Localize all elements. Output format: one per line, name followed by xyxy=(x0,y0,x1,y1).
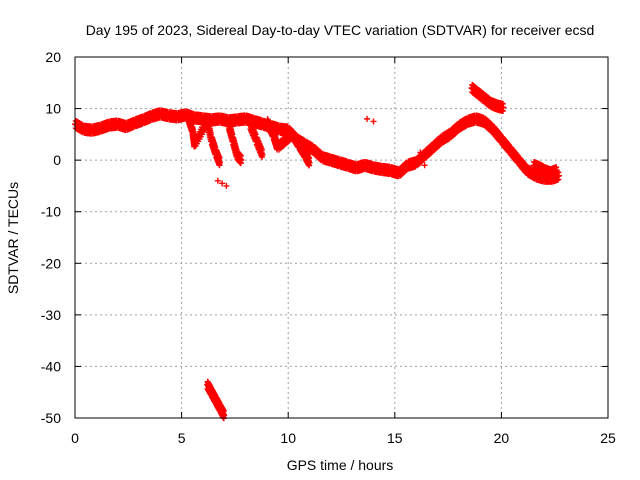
data-point xyxy=(499,100,506,107)
data-points xyxy=(72,81,562,422)
data-point xyxy=(417,149,424,156)
data-point xyxy=(370,118,377,125)
y-tick-label: -50 xyxy=(41,410,61,426)
data-point xyxy=(237,160,244,167)
chart-title: Day 195 of 2023, Sidereal Day-to-day VTE… xyxy=(86,22,595,38)
y-tick-label: -20 xyxy=(41,255,61,271)
data-point xyxy=(214,177,221,184)
plot-frame xyxy=(74,56,609,419)
data-point xyxy=(223,182,230,189)
data-point xyxy=(208,131,215,138)
data-point xyxy=(237,153,244,160)
data-point xyxy=(364,115,371,122)
x-tick-label: 25 xyxy=(600,430,616,446)
data-point xyxy=(505,141,512,148)
x-tick-label: 20 xyxy=(494,430,510,446)
x-tick-label: 5 xyxy=(178,430,186,446)
y-tick-label: 20 xyxy=(45,49,61,65)
data-point xyxy=(216,162,223,169)
y-tick-label: -40 xyxy=(41,358,61,374)
data-point xyxy=(258,146,265,153)
data-point xyxy=(220,408,227,415)
data-point xyxy=(252,131,259,138)
y-tick-label: 10 xyxy=(45,101,61,117)
data-point xyxy=(499,107,506,114)
data-point xyxy=(496,130,503,137)
x-tick-label: 15 xyxy=(387,430,403,446)
x-tick-label: 10 xyxy=(280,430,296,446)
y-tick-label: 0 xyxy=(53,152,61,168)
data-point xyxy=(216,155,223,162)
data-point xyxy=(425,151,432,158)
data-point xyxy=(306,162,313,169)
data-point xyxy=(421,162,428,169)
y-tick-label: -10 xyxy=(41,204,61,220)
data-point xyxy=(513,151,520,158)
y-tick-label: -30 xyxy=(41,307,61,323)
data-point xyxy=(555,176,562,183)
ticks: 0 5 10 15 20 25 20 10 0 -10 -20 -30 -40 -50 xyxy=(41,49,616,446)
data-point xyxy=(229,131,236,138)
data-point xyxy=(306,155,313,162)
x-axis-label: GPS time / hours xyxy=(287,457,394,473)
y-axis-label: SDTVAR / TECUs xyxy=(5,182,21,294)
data-point xyxy=(553,164,560,171)
x-tick-label: 0 xyxy=(71,430,79,446)
data-point xyxy=(219,180,226,187)
data-point xyxy=(553,171,560,178)
data-point xyxy=(258,154,265,161)
